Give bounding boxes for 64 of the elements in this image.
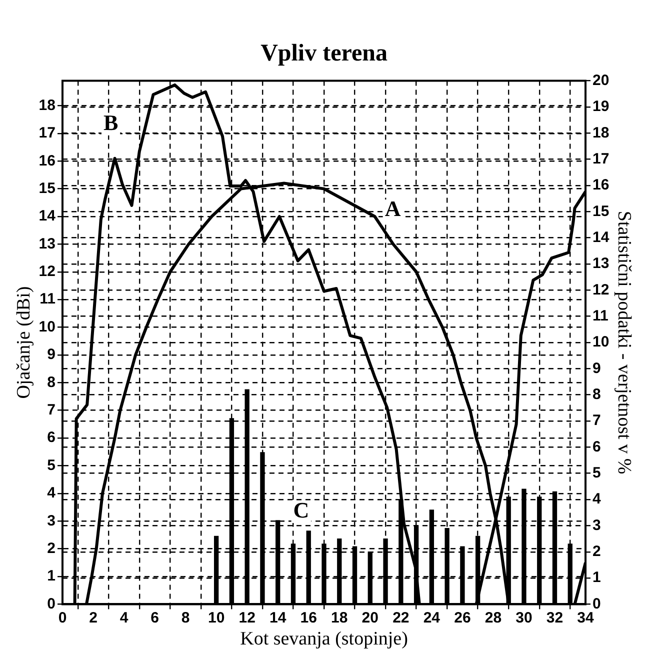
x-tick-label: 2 (89, 609, 98, 626)
y2-tick-label: 14 (592, 228, 610, 246)
x-tick-label: 20 (362, 609, 378, 626)
y-tick-label: 3 (47, 512, 56, 530)
y-axis-title: Ojačanje (dBi) (13, 286, 34, 399)
y2-tick-label: 10 (592, 334, 610, 351)
y2-tick-label: 3 (592, 516, 601, 534)
y-tick-label: 10 (38, 318, 56, 336)
x-tick-label: 8 (181, 609, 190, 626)
x-tick-label: 30 (516, 609, 532, 626)
y-tick-label: 4 (47, 484, 56, 502)
y2-tick-label: 18 (592, 124, 610, 142)
series-label: A (384, 196, 401, 222)
y2-tick-label: 12 (592, 281, 610, 298)
x-tick-label: 10 (208, 609, 225, 626)
x-axis-title: Kot sevanja (stopinje) (240, 628, 408, 650)
y2-tick-label: 8 (592, 386, 601, 403)
x-tick-label: 6 (150, 609, 159, 626)
y-tick-label: 2 (47, 540, 56, 557)
y2-tick-label: 13 (592, 255, 610, 272)
y-tick-label: 5 (47, 456, 56, 474)
y-tick-label: 6 (47, 429, 56, 446)
y-tick-label: 18 (38, 96, 56, 114)
y2-tick-label: 2 (592, 543, 601, 560)
y2-tick-label: 15 (592, 202, 610, 220)
x-tick-label: 32 (546, 609, 564, 626)
y-tick-label: 1 (47, 568, 56, 585)
y2-tick-label: 20 (592, 72, 610, 89)
y2-axis-title: Statistični podatki - verjetnost v % (614, 210, 635, 474)
y2-tick-label: 16 (592, 176, 610, 194)
x-tick-label: 16 (300, 609, 317, 626)
y-tick-label: 16 (38, 152, 56, 170)
x-tick-label: 26 (454, 609, 471, 626)
x-tick-label: 24 (423, 609, 441, 626)
y-tick-label: 13 (38, 235, 56, 252)
x-tick-label: 12 (238, 609, 256, 626)
y-tick-label: 7 (47, 401, 56, 418)
y-tick-label: 17 (38, 124, 56, 142)
y2-tick-label: 17 (592, 150, 610, 168)
y-tick-label: 14 (38, 208, 56, 225)
y2-tick-label: 9 (592, 360, 601, 377)
y2-tick-label: 19 (592, 98, 610, 116)
y2-tick-label: 5 (592, 464, 601, 482)
x-tick-label: 28 (484, 609, 502, 626)
series-label: C (293, 498, 310, 523)
y2-tick-label: 1 (592, 569, 601, 586)
x-tick-label: 34 (577, 609, 595, 626)
y2-tick-label: 4 (592, 490, 602, 508)
y2-tick-label: 0 (592, 595, 601, 612)
series-label: B (103, 110, 118, 136)
y2-tick-label: 6 (592, 438, 601, 456)
y-tick-label: 11 (40, 290, 56, 308)
x-tick-label: 22 (392, 609, 410, 626)
y2-tick-label: 11 (592, 307, 608, 324)
y-tick-label: 15 (38, 180, 56, 197)
x-tick-label: 18 (331, 609, 348, 626)
chart-title: Vpliv terena (260, 40, 388, 67)
y2-tick-label: 7 (592, 412, 601, 430)
y-tick-label: 8 (47, 374, 56, 391)
y-tick-label: 12 (38, 263, 56, 280)
x-tick-label: 14 (270, 609, 287, 626)
x-tick-label: 4 (120, 609, 129, 626)
y-tick-label: 9 (47, 346, 56, 364)
y-tick-label: 0 (47, 595, 56, 612)
